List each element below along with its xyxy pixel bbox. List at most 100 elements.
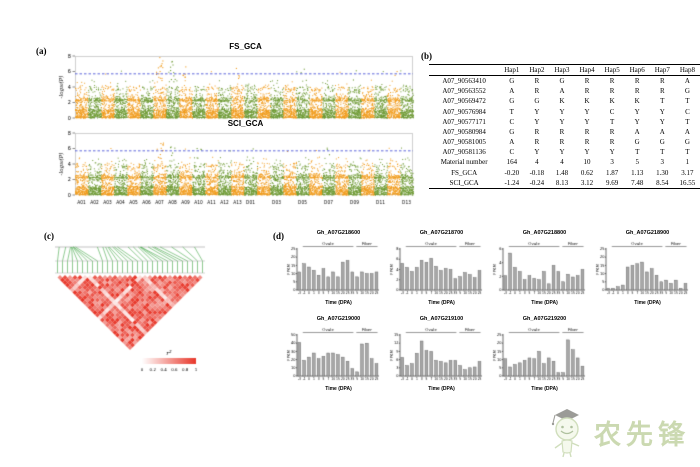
table-cell: 4 — [535, 158, 539, 167]
table-row: Material number 164 4 4 10 3 5 3 1 — [429, 158, 700, 168]
table-cell: A07_90569472 — [442, 97, 486, 106]
expression-chart: Gh_A07G219100 Time (DPA) — [389, 316, 485, 392]
table-cell: A — [634, 127, 640, 136]
sci-gca-title: SCI_GCA — [227, 119, 264, 128]
haplotype-table-wrap: Hap1 Hap2 Hap3 Hap4 Hap5 Hap6 Hap7 Hap8 A07_9056… — [429, 64, 700, 190]
table-cell: R — [584, 127, 590, 136]
table-cell: 5 — [635, 158, 639, 167]
expression-chart: Gh_A07G218600 Time (DPA) — [286, 230, 382, 306]
gene-title: Gh_A07G219100 — [419, 316, 464, 322]
table-cell: 1.87 — [606, 168, 619, 177]
table-cell: A07_90581136 — [442, 148, 486, 157]
panel-c-label: (c) — [44, 231, 54, 241]
table-cell: Y — [559, 117, 565, 126]
table-cell: K — [634, 97, 640, 106]
table-row: A07_90580984 G R R R R A A A — [429, 127, 700, 137]
table-row: A07_90563552 A R A R R R R G — [429, 86, 700, 96]
fpkm-bar-canvas — [492, 238, 588, 300]
table-cell: Y — [584, 107, 590, 116]
watermark-text: 农先锋 — [594, 419, 690, 451]
table-cell: R — [659, 87, 665, 96]
table-row: A07_90577171 C Y Y Y T Y Y T — [429, 117, 700, 127]
table-cell: A — [509, 138, 515, 147]
table-header-cell: Hap7 — [649, 64, 675, 77]
table-cell: 1 — [685, 158, 690, 167]
table-header-cell: Hap4 — [574, 64, 600, 77]
table-cell: 3 — [660, 158, 665, 167]
x-axis-label: Time (DPA) — [428, 300, 455, 306]
expression-chart: Gh_A07G218700 Time (DPA) — [389, 230, 485, 306]
x-axis-label: Time (DPA) — [531, 386, 558, 392]
expression-charts-grid: Gh_A07G218600 Time (DPA) Gh_A07G218700 Time… — [286, 230, 700, 402]
table-cell: C — [509, 117, 515, 126]
fpkm-bar-canvas — [286, 238, 382, 300]
table-cell: A07_90563552 — [442, 87, 486, 96]
table-header-cell: Hap8 — [674, 64, 700, 77]
manhattan-plot-sci-gca: SCI_GCA — [58, 119, 416, 214]
table-cell: T — [685, 97, 690, 106]
table-cell: Y — [659, 107, 665, 116]
table-row: A07_90581136 C Y Y Y Y T T T — [429, 148, 700, 158]
table-cell: A — [684, 76, 690, 85]
table-cell: R — [659, 76, 665, 85]
table-cell: 9.69 — [606, 178, 619, 187]
table-cell: Y — [584, 148, 590, 157]
table-cell: R — [534, 138, 540, 147]
sci-gca-scatter-canvas — [58, 130, 416, 214]
table-cell: R — [534, 76, 540, 85]
fpkm-bar-canvas — [595, 238, 691, 300]
table-cell: 1.13 — [631, 168, 644, 177]
table-row: A07_90569472 G G K K K K T T — [429, 97, 700, 107]
table-header-cell: Hap5 — [599, 64, 625, 77]
table-cell: C — [609, 107, 615, 116]
table-header-row: Hap1 Hap2 Hap3 Hap4 Hap5 Hap6 Hap7 Hap8 — [429, 64, 700, 77]
fs-gca-scatter-canvas — [58, 53, 416, 123]
table-row: SCI_GCA -1.24 -0.24 8.13 3.12 9.69 7.48 8.54 16.… — [429, 178, 700, 189]
table-cell: 1.30 — [656, 168, 669, 177]
gene-title: Gh_A07G218600 — [316, 230, 361, 236]
table-cell: A — [684, 127, 690, 136]
table-cell: Y — [534, 107, 540, 116]
table-cell: K — [584, 97, 590, 106]
table-cell: G — [684, 87, 690, 96]
table-cell: -0.20 — [504, 168, 520, 177]
table-cell: A07_90576984 — [442, 107, 486, 116]
ld-heatmap-canvas — [50, 241, 212, 381]
table-cell: R — [609, 87, 615, 96]
table-cell: G — [684, 138, 690, 147]
table-cell: R — [559, 138, 565, 147]
x-axis-label: Time (DPA) — [325, 300, 352, 306]
table-cell: R — [559, 127, 565, 136]
mascot-icon — [551, 409, 580, 458]
table-cell: R — [609, 76, 615, 85]
table-cell: 7.48 — [631, 178, 644, 187]
table-cell: -1.24 — [504, 178, 520, 187]
table-cell: A07_90563410 — [442, 76, 486, 85]
table-cell: Y — [584, 117, 590, 126]
x-axis-label: Time (DPA) — [428, 386, 455, 392]
table-cell: Y — [559, 148, 565, 157]
table-cell: G — [634, 138, 640, 147]
table-cell: 8.54 — [656, 178, 669, 187]
gene-title: Gh_A07G219000 — [316, 316, 361, 322]
table-cell: A — [559, 87, 565, 96]
table-header-cell: Hap2 — [524, 64, 550, 77]
table-cell: G — [534, 97, 540, 106]
table-cell: Y — [634, 117, 640, 126]
table-cell: FS_GCA — [451, 168, 478, 177]
table-row: FS_GCA -0.20 -0.18 1.48 0.62 1.87 1.13 1.30 3.17 — [429, 168, 700, 178]
table-header-cell: Hap1 — [499, 64, 525, 77]
table-row: A07_90581005 A R R R R G G G — [429, 137, 700, 147]
table-header-cell: Hap6 — [624, 64, 650, 77]
expression-chart: Gh_A07G219000 Time (DPA) — [286, 316, 382, 392]
table-cell: A07_90577171 — [442, 117, 486, 126]
gene-title: Gh_A07G218700 — [419, 230, 464, 236]
table-cell: R — [584, 87, 590, 96]
table-cell: 3.12 — [580, 178, 594, 187]
table-cell: A07_90580984 — [442, 127, 486, 136]
table-header-cell: Hap3 — [549, 64, 575, 77]
table-cell: G — [659, 138, 665, 147]
gene-title: Gh_A07G218800 — [522, 230, 567, 236]
table-cell: K — [609, 97, 615, 106]
